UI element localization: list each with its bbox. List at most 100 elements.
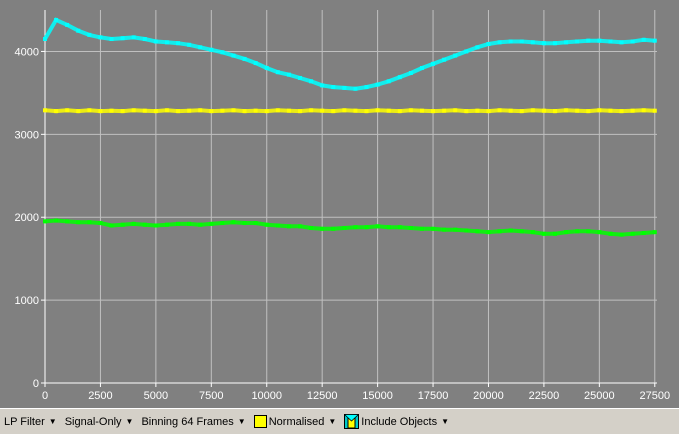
data-point — [298, 109, 302, 114]
data-point — [87, 108, 92, 113]
data-point — [564, 40, 569, 45]
data-point — [652, 230, 657, 235]
data-point — [519, 109, 524, 114]
data-point — [575, 229, 580, 234]
data-point — [331, 226, 336, 231]
data-point — [320, 108, 325, 113]
data-point — [320, 83, 325, 88]
data-point — [353, 108, 358, 113]
data-point — [530, 230, 535, 235]
data-point — [364, 85, 369, 90]
data-point — [541, 231, 546, 236]
signal-only-dropdown[interactable]: Signal-Only ▼ — [61, 412, 138, 432]
data-point — [109, 223, 114, 228]
data-point — [331, 109, 336, 114]
data-point — [564, 108, 569, 113]
data-point — [475, 45, 480, 50]
chart-area: 0 1000 2000 3000 4000 0 2500 5000 7500 10000 1250… — [15, 10, 670, 402]
data-point — [586, 38, 591, 43]
data-point — [198, 45, 203, 50]
data-point — [386, 108, 391, 113]
data-point — [109, 37, 114, 42]
data-point — [142, 222, 147, 227]
data-point — [553, 109, 557, 114]
data-point — [419, 226, 424, 231]
data-point — [131, 221, 136, 226]
data-point — [87, 220, 92, 225]
chevron-down-icon: ▼ — [125, 417, 134, 426]
x-tick-label: 22500 — [529, 390, 560, 402]
x-tick-label: 27500 — [639, 390, 670, 402]
data-point — [442, 108, 447, 113]
data-point — [386, 79, 391, 84]
data-point — [120, 36, 125, 41]
signal-only-label: Signal-Only — [64, 415, 122, 428]
data-point — [375, 108, 380, 113]
x-tick-label: 2500 — [88, 390, 112, 402]
data-point — [309, 225, 314, 230]
data-point — [198, 108, 203, 113]
data-point — [453, 108, 458, 113]
data-point — [541, 108, 546, 113]
data-point — [231, 53, 236, 58]
normalised-dropdown[interactable]: Normalised ▼ — [250, 412, 341, 432]
data-point — [597, 38, 602, 43]
data-point — [176, 221, 181, 226]
data-point — [43, 219, 47, 224]
data-point — [397, 109, 402, 114]
data-point — [298, 224, 302, 229]
data-point — [231, 220, 236, 225]
data-point — [464, 49, 469, 54]
data-point — [652, 108, 657, 113]
chevron-down-icon: ▼ — [328, 417, 337, 426]
data-point — [298, 75, 302, 80]
data-point — [497, 108, 502, 113]
data-point — [120, 109, 125, 114]
data-point — [353, 86, 358, 91]
data-point — [386, 225, 391, 230]
data-point — [142, 108, 147, 113]
data-point — [408, 108, 413, 113]
include-objects-dropdown[interactable]: Include Objects ▼ — [340, 412, 453, 432]
data-point — [220, 50, 225, 55]
data-point — [408, 225, 413, 230]
data-point — [608, 108, 613, 113]
series-line — [44, 108, 655, 114]
data-point — [54, 17, 59, 22]
data-point — [597, 108, 602, 113]
objects-icon — [344, 414, 360, 429]
data-point — [231, 108, 236, 113]
grid — [44, 10, 657, 384]
lp-filter-dropdown[interactable]: LP Filter ▼ — [0, 412, 61, 432]
data-point — [375, 224, 380, 229]
toolbar: LP Filter ▼ Signal-Only ▼ Binning 64 Fra… — [0, 408, 679, 434]
x-tick-label: 7500 — [199, 390, 223, 402]
data-point — [98, 109, 103, 114]
data-point — [475, 229, 480, 234]
data-point — [309, 108, 314, 113]
data-point — [630, 39, 635, 44]
chevron-down-icon: ▼ — [48, 417, 57, 426]
data-point — [342, 108, 347, 113]
data-point — [364, 225, 369, 230]
data-point — [65, 22, 70, 27]
data-point — [342, 225, 347, 230]
data-point — [619, 109, 624, 114]
data-point — [442, 227, 447, 232]
data-point — [98, 221, 103, 226]
data-point — [242, 221, 247, 226]
data-point — [442, 57, 447, 62]
data-point — [575, 108, 580, 113]
data-point — [242, 109, 247, 114]
data-point — [375, 82, 380, 87]
data-point — [508, 39, 513, 44]
color-swatch-icon — [253, 415, 267, 428]
binning-dropdown[interactable]: Binning 64 Frames ▼ — [137, 412, 249, 432]
data-point — [553, 231, 557, 236]
data-point — [142, 37, 147, 42]
y-tick-label: 4000 — [15, 46, 39, 58]
series-2 — [43, 108, 657, 114]
x-tick-label: 0 — [42, 390, 48, 402]
data-point — [564, 230, 569, 235]
y-tick-label: 0 — [33, 378, 39, 390]
